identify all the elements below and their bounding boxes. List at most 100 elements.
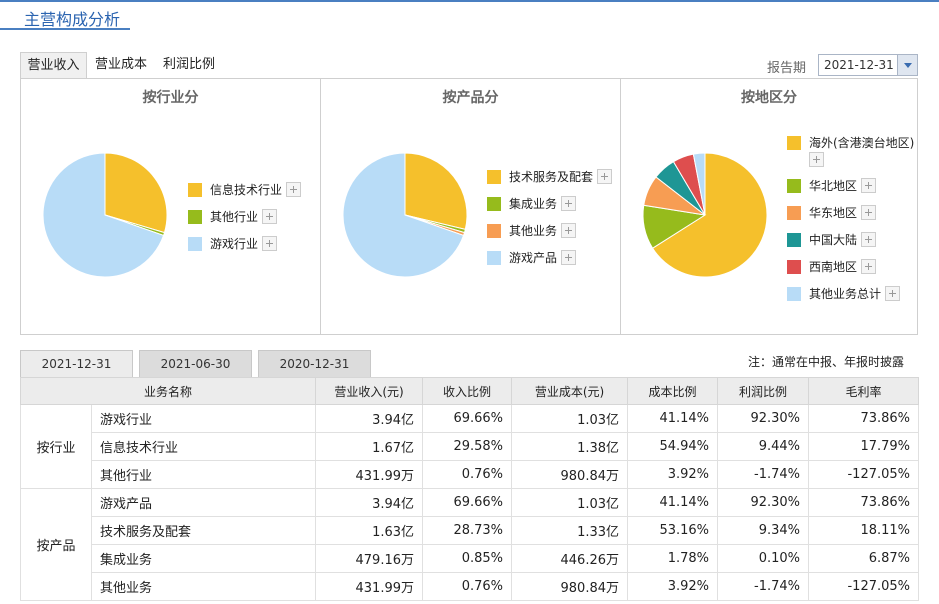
legend-swatch: [787, 259, 801, 274]
value-cell: 3.94亿: [315, 488, 424, 517]
expand-icon[interactable]: [809, 152, 824, 167]
legend-swatch: [487, 196, 501, 211]
value-cell: 1.78%: [627, 544, 719, 573]
period-select[interactable]: 2021-12-31: [818, 54, 918, 76]
value-cell: 1.33亿: [511, 516, 629, 545]
legend-label: 集成业务: [509, 197, 558, 211]
pie-slice-信息技术行业[interactable]: [104, 152, 168, 234]
category-cell: 按行业: [20, 404, 92, 489]
value-cell: 69.66%: [422, 404, 513, 433]
expand-icon[interactable]: [286, 182, 302, 197]
pie-slice-其他业务总计[interactable]: [692, 152, 706, 216]
value-cell: -1.74%: [717, 460, 810, 489]
value-cell: 41.14%: [627, 404, 719, 433]
pie-slice-游戏行业[interactable]: [42, 152, 165, 278]
expand-icon[interactable]: [561, 223, 577, 238]
value-cell: 446.26万: [511, 544, 629, 573]
expand-icon[interactable]: [885, 286, 901, 301]
table-row: 信息技术行业 1.67亿 29.58% 1.38亿 54.94% 9.44% 17.79%: [21, 432, 920, 461]
panel-product: 按产品分 技术服务及配套 集成业务 其他业务 游戏产品: [320, 79, 620, 334]
expand-icon[interactable]: [861, 232, 877, 247]
value-cell: 41.14%: [627, 488, 719, 517]
legend-label: 华北地区: [809, 179, 858, 193]
composition-table: 业务名称 营业收入(元) 收入比例 营业成本(元) 成本比例 利润比例 毛利率 …: [19, 377, 920, 601]
legend-item: 中国大陆: [787, 231, 877, 249]
expand-icon[interactable]: [262, 209, 278, 224]
value-cell: -127.05%: [808, 572, 920, 601]
tab-date-2021-12-31[interactable]: 2021-12-31: [20, 350, 133, 377]
legend-label: 其他业务: [509, 224, 558, 238]
legend-item: 海外(含港澳台地区): [787, 134, 914, 152]
legend-label: 西南地区: [809, 260, 858, 274]
period-label: 报告期: [767, 61, 807, 76]
value-cell: 28.73%: [422, 516, 513, 545]
value-cell: 1.03亿: [511, 404, 629, 433]
value-cell: -127.05%: [808, 460, 920, 489]
value-cell: 69.66%: [422, 488, 513, 517]
business-name-cell: 其他行业: [90, 460, 317, 489]
expand-icon[interactable]: [561, 196, 577, 211]
expand-icon[interactable]: [861, 178, 877, 193]
legend-item: 西南地区: [787, 258, 877, 276]
col-header: 毛利率: [808, 377, 920, 405]
value-cell: 92.30%: [717, 488, 810, 517]
table-row: 按产品 游戏产品 3.94亿 69.66% 1.03亿 41.14% 92.30% 73.86…: [20, 488, 920, 601]
value-cell: 980.84万: [511, 460, 629, 489]
business-name-cell: 信息技术行业: [90, 432, 317, 461]
value-cell: 1.63亿: [315, 516, 424, 545]
tab-profit-ratio[interactable]: 利润比例: [162, 57, 215, 72]
legend-item: 游戏行业: [188, 235, 278, 253]
value-cell: 17.79%: [808, 432, 920, 461]
legend-swatch: [188, 209, 202, 224]
tab-date-2021-06-30[interactable]: 2021-06-30: [139, 350, 252, 377]
expand-icon[interactable]: [561, 250, 577, 265]
col-header: 营业收入(元): [315, 377, 424, 405]
legend-label: 华东地区: [809, 206, 858, 220]
table-row: 集成业务 479.16万 0.85% 446.26万 1.78% 0.10% 6.87%: [21, 544, 920, 573]
panel-industry: 按行业分 信息技术行业 其他行业 游戏行业: [21, 79, 320, 334]
legend-label: 信息技术行业: [210, 183, 283, 197]
value-cell: 1.03亿: [511, 488, 629, 517]
legend-label: 其他行业: [210, 210, 259, 224]
expand-icon[interactable]: [861, 259, 877, 274]
value-cell: 3.94亿: [315, 404, 424, 433]
value-cell: 6.87%: [808, 544, 920, 573]
pie-chart-product: [342, 152, 468, 278]
col-header: 收入比例: [422, 377, 513, 405]
chevron-down-icon[interactable]: [897, 55, 917, 75]
legend-item-expand: [809, 152, 824, 170]
table-row: 其他业务 431.99万 0.76% 980.84万 3.92% -1.74% -127.0…: [21, 572, 920, 601]
value-cell: 0.76%: [422, 572, 513, 601]
category-cell: 按产品: [20, 488, 92, 601]
legend-swatch: [787, 232, 801, 247]
expand-icon[interactable]: [861, 205, 877, 220]
panel-title: 按地区分: [741, 90, 797, 106]
value-cell: 1.67亿: [315, 432, 424, 461]
value-cell: 54.94%: [627, 432, 719, 461]
legend-item: 集成业务: [487, 195, 577, 213]
table-row: 按行业 游戏行业 3.94亿 69.66% 1.03亿 41.14% 92.30% 73.86…: [20, 404, 920, 489]
expand-icon[interactable]: [597, 169, 613, 184]
legend-swatch: [787, 286, 801, 301]
value-cell: 18.11%: [808, 516, 920, 545]
pie-slice-海外(含港澳台地区)[interactable]: [651, 152, 768, 278]
pie-chart-industry: [42, 152, 168, 278]
business-name-cell: 集成业务: [90, 544, 317, 573]
legend-item: 其他行业: [188, 208, 278, 226]
tab-date-2020-12-31[interactable]: 2020-12-31: [258, 350, 371, 377]
tab-cost[interactable]: 营业成本: [94, 57, 147, 72]
col-header: 利润比例: [717, 377, 810, 405]
title-line: [128, 0, 939, 2]
legend-swatch: [787, 205, 801, 220]
business-name-cell: 其他业务: [90, 572, 317, 601]
value-cell: 1.38亿: [511, 432, 629, 461]
value-cell: 0.76%: [422, 460, 513, 489]
tab-revenue[interactable]: 营业收入: [20, 52, 87, 79]
value-cell: 92.30%: [717, 404, 810, 433]
pie-slice-游戏产品[interactable]: [342, 152, 465, 278]
legend-item: 华北地区: [787, 177, 877, 195]
pie-slice-技术服务及配套[interactable]: [404, 152, 468, 231]
legend-label: 其他业务总计: [809, 287, 882, 301]
expand-icon[interactable]: [262, 236, 278, 251]
legend-swatch: [787, 135, 801, 150]
